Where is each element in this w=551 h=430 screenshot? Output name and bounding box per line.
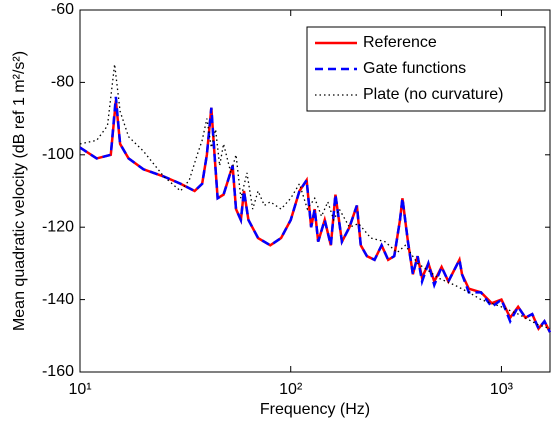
y-tick-label: -80 [51, 74, 74, 91]
plot-lines [80, 64, 551, 333]
x-tick-label: 10¹ [68, 381, 91, 398]
legend-label: Reference [363, 34, 437, 51]
x-axis-label: Frequency (Hz) [260, 401, 370, 418]
series-line [80, 64, 551, 330]
legend-label: Gate functions [363, 60, 466, 77]
y-tick-label: -160 [42, 363, 74, 380]
y-tick-label: -60 [51, 1, 74, 18]
x-tick-label: 10³ [490, 381, 514, 398]
y-tick-label: -120 [42, 218, 74, 235]
x-tick-label: 10² [279, 381, 303, 398]
legend-label: Plate (no curvature) [363, 86, 504, 103]
y-axis-label: Mean quadratic velocity (dB ref 1 m²/s²) [11, 51, 28, 331]
plot-area [79, 9, 551, 373]
y-tick-label: -140 [42, 291, 74, 308]
y-tick-label: -100 [42, 146, 74, 163]
series-line [80, 96, 551, 333]
